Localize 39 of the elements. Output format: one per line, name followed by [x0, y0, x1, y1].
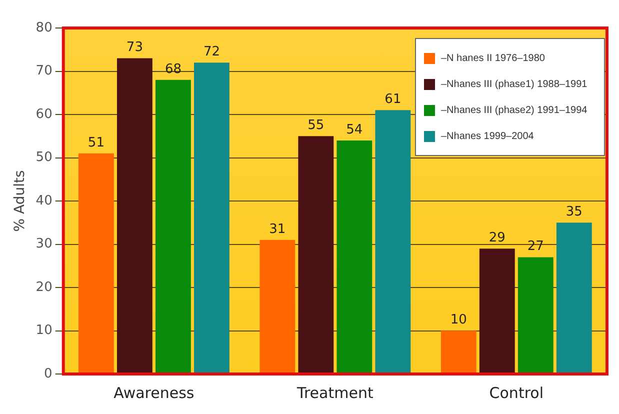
y-axis-title: % Adults [12, 170, 28, 232]
y-tick-label: 0 [44, 366, 52, 382]
data-label: 29 [488, 230, 506, 246]
y-tick-label: 50 [36, 150, 52, 166]
y-tick-label: 80 [36, 20, 52, 36]
legend-label: –Nhanes III (phase1) 1988–1991 [441, 78, 588, 90]
bar [116, 58, 152, 374]
bar [440, 330, 476, 374]
y-tick-label: 70 [36, 64, 52, 79]
data-label: 54 [346, 122, 363, 138]
data-label: 10 [450, 312, 467, 328]
y-tick-label: 10 [36, 323, 52, 338]
x-tick-label: Treatment [296, 384, 374, 402]
data-label: 72 [203, 44, 220, 60]
bar [260, 240, 296, 374]
bar [194, 62, 230, 374]
bar [155, 80, 191, 374]
data-label: 61 [384, 92, 402, 108]
x-tick-label: Awareness [114, 384, 194, 402]
data-label: 55 [308, 118, 324, 133]
bar [336, 140, 372, 374]
legend-label: –Nhanes 1999–2004 [441, 130, 534, 142]
data-label: 35 [566, 204, 582, 220]
y-tick-label: 20 [36, 280, 52, 295]
y-tick-label: 30 [36, 236, 52, 252]
bar [479, 248, 515, 374]
bar [298, 136, 334, 374]
y-tick-label: 60 [36, 106, 52, 122]
legend-label: –N hanes II 1976–1980 [441, 52, 545, 64]
x-tick-label: Control [489, 384, 544, 402]
data-label: 73 [126, 40, 143, 56]
bar [518, 257, 554, 374]
bar [375, 110, 411, 374]
legend-label: –Nhanes III (phase2) 1991–1994 [441, 104, 588, 116]
bar [78, 153, 114, 374]
bar [556, 222, 592, 374]
y-tick-label: 40 [36, 193, 52, 208]
data-label: 51 [88, 135, 104, 150]
data-label: 31 [269, 222, 286, 237]
